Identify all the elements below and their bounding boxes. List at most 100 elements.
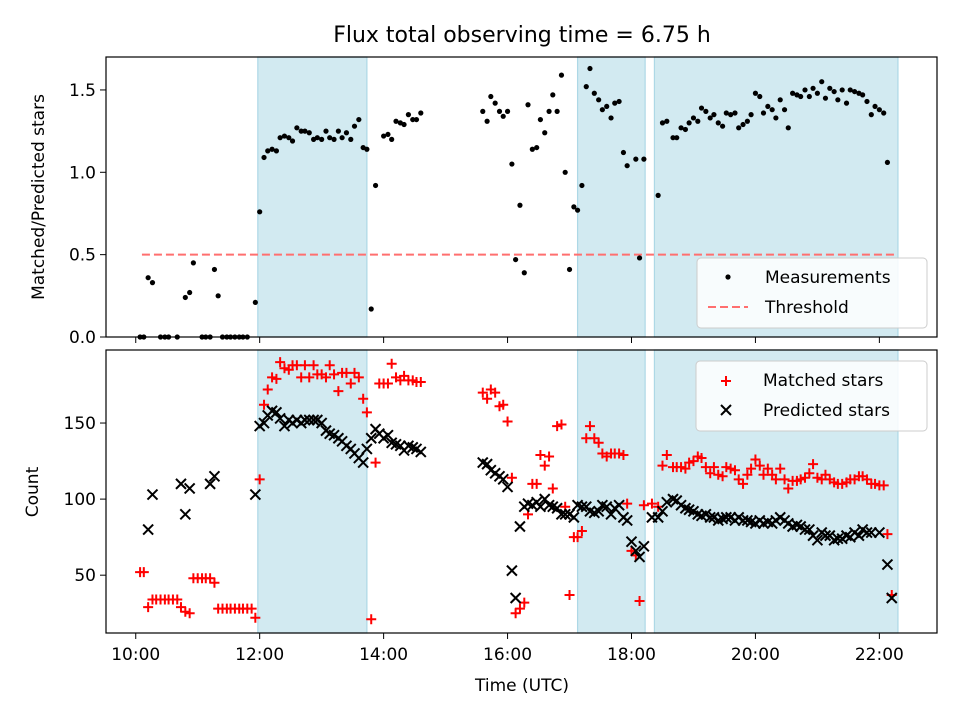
measurement-point: [847, 87, 853, 93]
measurement-point: [698, 105, 705, 111]
matched-star-point: [680, 463, 691, 474]
measurement-point: [814, 90, 821, 96]
bottom-legend: Matched stars Predicted stars: [695, 360, 928, 432]
predicted-star-point: [551, 502, 563, 514]
legend-marker-predicted: [720, 404, 732, 416]
matched-star-point: [705, 468, 716, 479]
measurement-point: [682, 126, 689, 133]
measurement-point: [664, 118, 670, 124]
predicted-star-point: [365, 432, 377, 444]
matched-star-point: [370, 457, 381, 468]
measurement-point: [748, 112, 754, 118]
measurement-point: [145, 275, 151, 281]
x-tick-label: 20:00: [731, 645, 780, 665]
predicted-star-point: [204, 478, 216, 490]
measurement-point: [695, 118, 701, 124]
legend-box: [696, 257, 928, 329]
matched-star-point: [304, 372, 315, 383]
predicted-star-point: [361, 443, 373, 455]
measurement-point: [633, 156, 639, 162]
matched-star-point: [725, 463, 736, 474]
predicted-star-point: [415, 446, 427, 458]
measurement-point: [715, 120, 721, 126]
measurement-point: [864, 98, 870, 105]
matched-star-point: [713, 469, 724, 480]
predicted-star-point: [175, 478, 187, 490]
matched-star-point: [770, 474, 781, 485]
chart-title: Flux total observing time = 6.75 h: [333, 23, 711, 48]
measurement-point: [289, 138, 296, 144]
measurement-point: [732, 110, 738, 116]
predicted-star-point: [208, 470, 221, 482]
measurement-point: [500, 113, 506, 119]
measurement-point: [269, 146, 275, 152]
matched-star-point: [688, 456, 699, 467]
matched-star-point: [742, 469, 753, 480]
y-tick-label: 1.5: [69, 81, 96, 101]
predicted-star-point: [667, 493, 679, 505]
measurement-point: [566, 266, 573, 273]
matched-star-point: [205, 573, 216, 584]
matched-star-point: [708, 462, 719, 473]
matched-star-point: [779, 474, 790, 485]
matched-star-point: [634, 596, 645, 607]
y-tick-label: 50: [74, 566, 96, 586]
measurement-point: [740, 121, 746, 128]
top-panel: 0.0 0.5 1.0 1.5 Matched/Predicted stars Mea…: [29, 56, 938, 348]
matched-star-point: [717, 471, 728, 482]
measurement-point: [769, 107, 775, 113]
measurement-point: [636, 255, 643, 261]
matched-star-point: [180, 606, 191, 617]
measurement-point: [273, 148, 280, 154]
matched-star-point: [729, 465, 740, 476]
measurement-point: [670, 135, 676, 141]
matched-star-point: [754, 460, 765, 471]
measurement-point: [591, 90, 597, 96]
measurement-point: [393, 118, 399, 124]
measurement-point: [294, 125, 300, 131]
matched-star-point: [661, 449, 672, 460]
matched-star-point: [250, 612, 261, 623]
measurement-point: [496, 108, 503, 114]
predicted-star-point: [679, 502, 692, 514]
measurement-point: [187, 289, 193, 296]
predicted-star-point: [568, 511, 580, 524]
measurement-point: [703, 108, 709, 114]
shaded-interval: [576, 349, 646, 634]
matched-star-point: [762, 463, 773, 474]
legend-label-predicted: Predicted stars: [763, 401, 890, 421]
legend-label-threshold: Threshold: [764, 298, 849, 318]
measurement-point: [872, 103, 878, 110]
matched-star-point: [209, 577, 220, 588]
matched-star-point: [279, 363, 290, 374]
measurement-point: [624, 163, 630, 169]
y-tick-label: 1.0: [69, 163, 96, 183]
predicted-star-point: [382, 429, 394, 441]
measurement-point: [616, 98, 622, 105]
top-x-ticks: [135, 337, 880, 343]
predicted-star-point: [625, 536, 638, 548]
predicted-star-point: [881, 558, 894, 571]
predicted-star-point: [179, 508, 192, 521]
matched-star-point: [349, 367, 360, 378]
predicted-star-point: [142, 523, 154, 536]
measurement-point: [401, 121, 407, 128]
measurement-point: [418, 110, 424, 116]
measurement-point: [281, 133, 288, 139]
predicted-star-point: [278, 420, 291, 432]
measurement-point: [542, 130, 548, 136]
measurement-point: [562, 169, 568, 175]
measurement-point: [790, 90, 796, 96]
matched-star-point: [175, 602, 186, 613]
bottom-y-axis-label: Count: [23, 466, 43, 517]
measurement-point: [339, 135, 345, 141]
predicted-star-point: [481, 458, 493, 470]
matched-star-point: [589, 433, 600, 444]
measurement-point: [781, 107, 788, 113]
measurement-point: [314, 135, 320, 141]
measurement-point: [719, 123, 726, 129]
matched-star-point: [808, 459, 819, 470]
legend-marker-measurements: [725, 274, 731, 280]
matched-star-point: [254, 474, 265, 485]
